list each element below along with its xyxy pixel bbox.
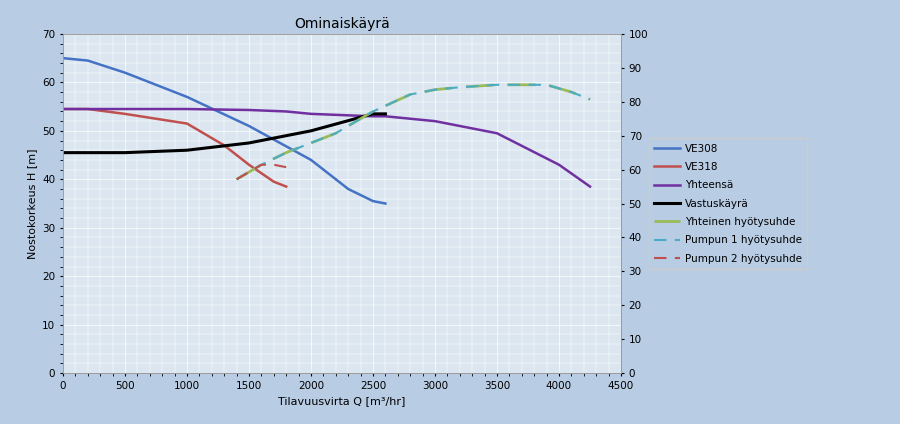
Yhteinen hyötysuhde — [585, 97, 596, 102]
Yhteensä — [281, 109, 292, 114]
X-axis label: Tilavuusvirta Q [m³/hr]: Tilavuusvirta Q [m³/hr] — [278, 396, 406, 406]
Line: Yhteinen hyötysuhde: Yhteinen hyötysuhde — [237, 85, 590, 179]
Pumpun 1 hyötysuhde — [330, 131, 341, 136]
Y-axis label: Hyötysuhde η  [ % ]: Hyötysuhde η [ % ] — [658, 148, 668, 259]
Yhteinen hyötysuhde — [367, 109, 378, 114]
VE318 — [268, 179, 279, 184]
Line: VE308: VE308 — [63, 58, 385, 204]
VE308 — [83, 58, 94, 63]
VE318 — [244, 162, 255, 167]
VE308 — [380, 201, 391, 206]
Yhteinen hyötysuhde — [491, 82, 502, 87]
Yhteensä — [429, 119, 440, 124]
Title: Ominaiskäyrä: Ominaiskäyrä — [294, 17, 390, 31]
Vastuskäyrä — [306, 128, 317, 134]
Pumpun 1 hyötysuhde — [231, 177, 242, 182]
VE308 — [343, 187, 354, 192]
Pumpun 1 hyötysuhde — [367, 109, 378, 114]
Pumpun 2 hyötysuhde — [268, 162, 279, 167]
Pumpun 1 hyötysuhde — [585, 97, 596, 102]
Yhteinen hyötysuhde — [429, 87, 440, 92]
Pumpun 2 hyötysuhde — [231, 177, 242, 182]
Yhteinen hyötysuhde — [566, 89, 577, 95]
Yhteensä — [182, 106, 193, 112]
VE308 — [367, 198, 378, 204]
Yhteinen hyötysuhde — [256, 162, 266, 167]
Vastuskäyrä — [367, 112, 378, 117]
Yhteensä — [58, 106, 68, 112]
Pumpun 2 hyötysuhde — [256, 162, 266, 167]
VE318 — [83, 106, 94, 112]
Pumpun 1 hyötysuhde — [566, 89, 577, 95]
Line: Pumpun 1 hyötysuhde: Pumpun 1 hyötysuhde — [237, 85, 590, 179]
VE308 — [306, 157, 317, 162]
Yhteinen hyötysuhde — [231, 177, 242, 182]
VE318 — [58, 106, 68, 112]
Y-axis label: Nostokorkeus H [m]: Nostokorkeus H [m] — [27, 148, 37, 259]
Line: Yhteensä: Yhteensä — [63, 109, 590, 187]
VE318 — [219, 143, 230, 148]
Yhteensä — [306, 112, 317, 117]
Yhteensä — [380, 114, 391, 119]
VE318 — [120, 112, 130, 117]
Pumpun 1 hyötysuhde — [454, 85, 465, 90]
Yhteinen hyötysuhde — [517, 82, 527, 87]
Yhteensä — [491, 131, 502, 136]
Legend: VE308, VE318, Yhteensä, Vastuskäyrä, Yhteinen hyötysuhde, Pumpun 1 hyötysuhde, P: VE308, VE318, Yhteensä, Vastuskäyrä, Yht… — [649, 138, 807, 269]
Yhteensä — [120, 106, 130, 112]
Vastuskäyrä — [182, 148, 193, 153]
VE308 — [244, 123, 255, 128]
Pumpun 2 hyötysuhde — [281, 165, 292, 170]
Vastuskäyrä — [380, 112, 391, 117]
VE318 — [281, 184, 292, 189]
Yhteensä — [244, 107, 255, 112]
Yhteinen hyötysuhde — [454, 85, 465, 90]
Pumpun 1 hyötysuhde — [491, 82, 502, 87]
Yhteensä — [554, 162, 564, 167]
VE308 — [182, 95, 193, 100]
Vastuskäyrä — [58, 150, 68, 155]
Pumpun 2 hyötysuhde — [244, 170, 255, 175]
Pumpun 1 hyötysuhde — [256, 162, 266, 167]
Yhteinen hyötysuhde — [330, 131, 341, 136]
VE308 — [58, 56, 68, 61]
Pumpun 1 hyötysuhde — [517, 82, 527, 87]
Yhteinen hyötysuhde — [306, 140, 317, 145]
Line: Pumpun 2 hyötysuhde: Pumpun 2 hyötysuhde — [237, 165, 286, 179]
Pumpun 1 hyötysuhde — [281, 150, 292, 155]
Pumpun 1 hyötysuhde — [541, 82, 552, 87]
Line: VE318: VE318 — [63, 109, 286, 187]
Yhteensä — [585, 184, 596, 189]
Line: Vastuskäyrä: Vastuskäyrä — [63, 114, 385, 153]
Yhteinen hyötysuhde — [281, 150, 292, 155]
VE308 — [120, 70, 130, 75]
Vastuskäyrä — [120, 150, 130, 155]
VE318 — [182, 121, 193, 126]
Pumpun 1 hyötysuhde — [405, 92, 416, 97]
Yhteensä — [367, 114, 378, 119]
Yhteinen hyötysuhde — [405, 92, 416, 97]
Pumpun 1 hyötysuhde — [429, 87, 440, 92]
Pumpun 1 hyötysuhde — [306, 140, 317, 145]
Yhteinen hyötysuhde — [541, 82, 552, 87]
Vastuskäyrä — [244, 140, 255, 145]
